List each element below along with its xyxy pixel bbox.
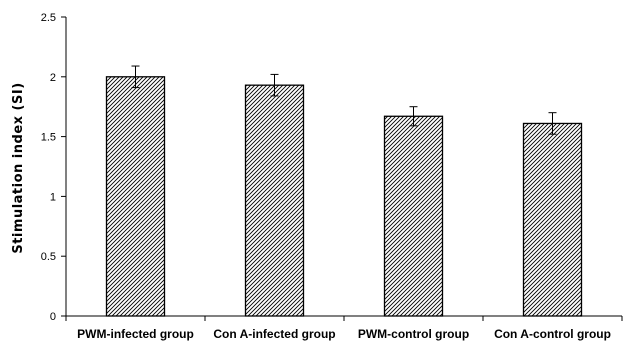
bar-con-a-control-group [522, 122, 583, 317]
bar-pwm-infected-group [105, 76, 166, 317]
bars [105, 76, 583, 317]
y-tick-label: 2 [50, 72, 56, 84]
x-category-label: Con A-infected group [213, 327, 335, 341]
error-bar [270, 73, 279, 97]
error-bar [548, 112, 557, 135]
bar-con-a-infected-group [244, 84, 305, 317]
y-tick-label: 2.5 [41, 12, 56, 24]
y-axis-title: Stimulation index (SI) [11, 82, 26, 253]
x-category-label: PWM-infected group [77, 327, 194, 341]
error-bars [131, 65, 557, 135]
y-tick-label: 1 [50, 191, 56, 203]
bar-pwm-control-group [383, 115, 444, 317]
x-category-label: PWM-control group [358, 327, 469, 341]
y-axis: 0 0.5 1 1.5 2 2.5 [41, 12, 67, 323]
error-bar [409, 106, 418, 127]
x-category-label: Con A-control group [494, 327, 611, 341]
error-bar [131, 65, 140, 89]
y-tick-label: 0.5 [41, 251, 56, 263]
y-tick-label: 0 [50, 311, 56, 323]
y-tick-label: 1.5 [41, 132, 56, 144]
x-axis [65, 315, 623, 321]
category-labels: PWM-infected group Con A-infected group PW… [77, 327, 611, 341]
